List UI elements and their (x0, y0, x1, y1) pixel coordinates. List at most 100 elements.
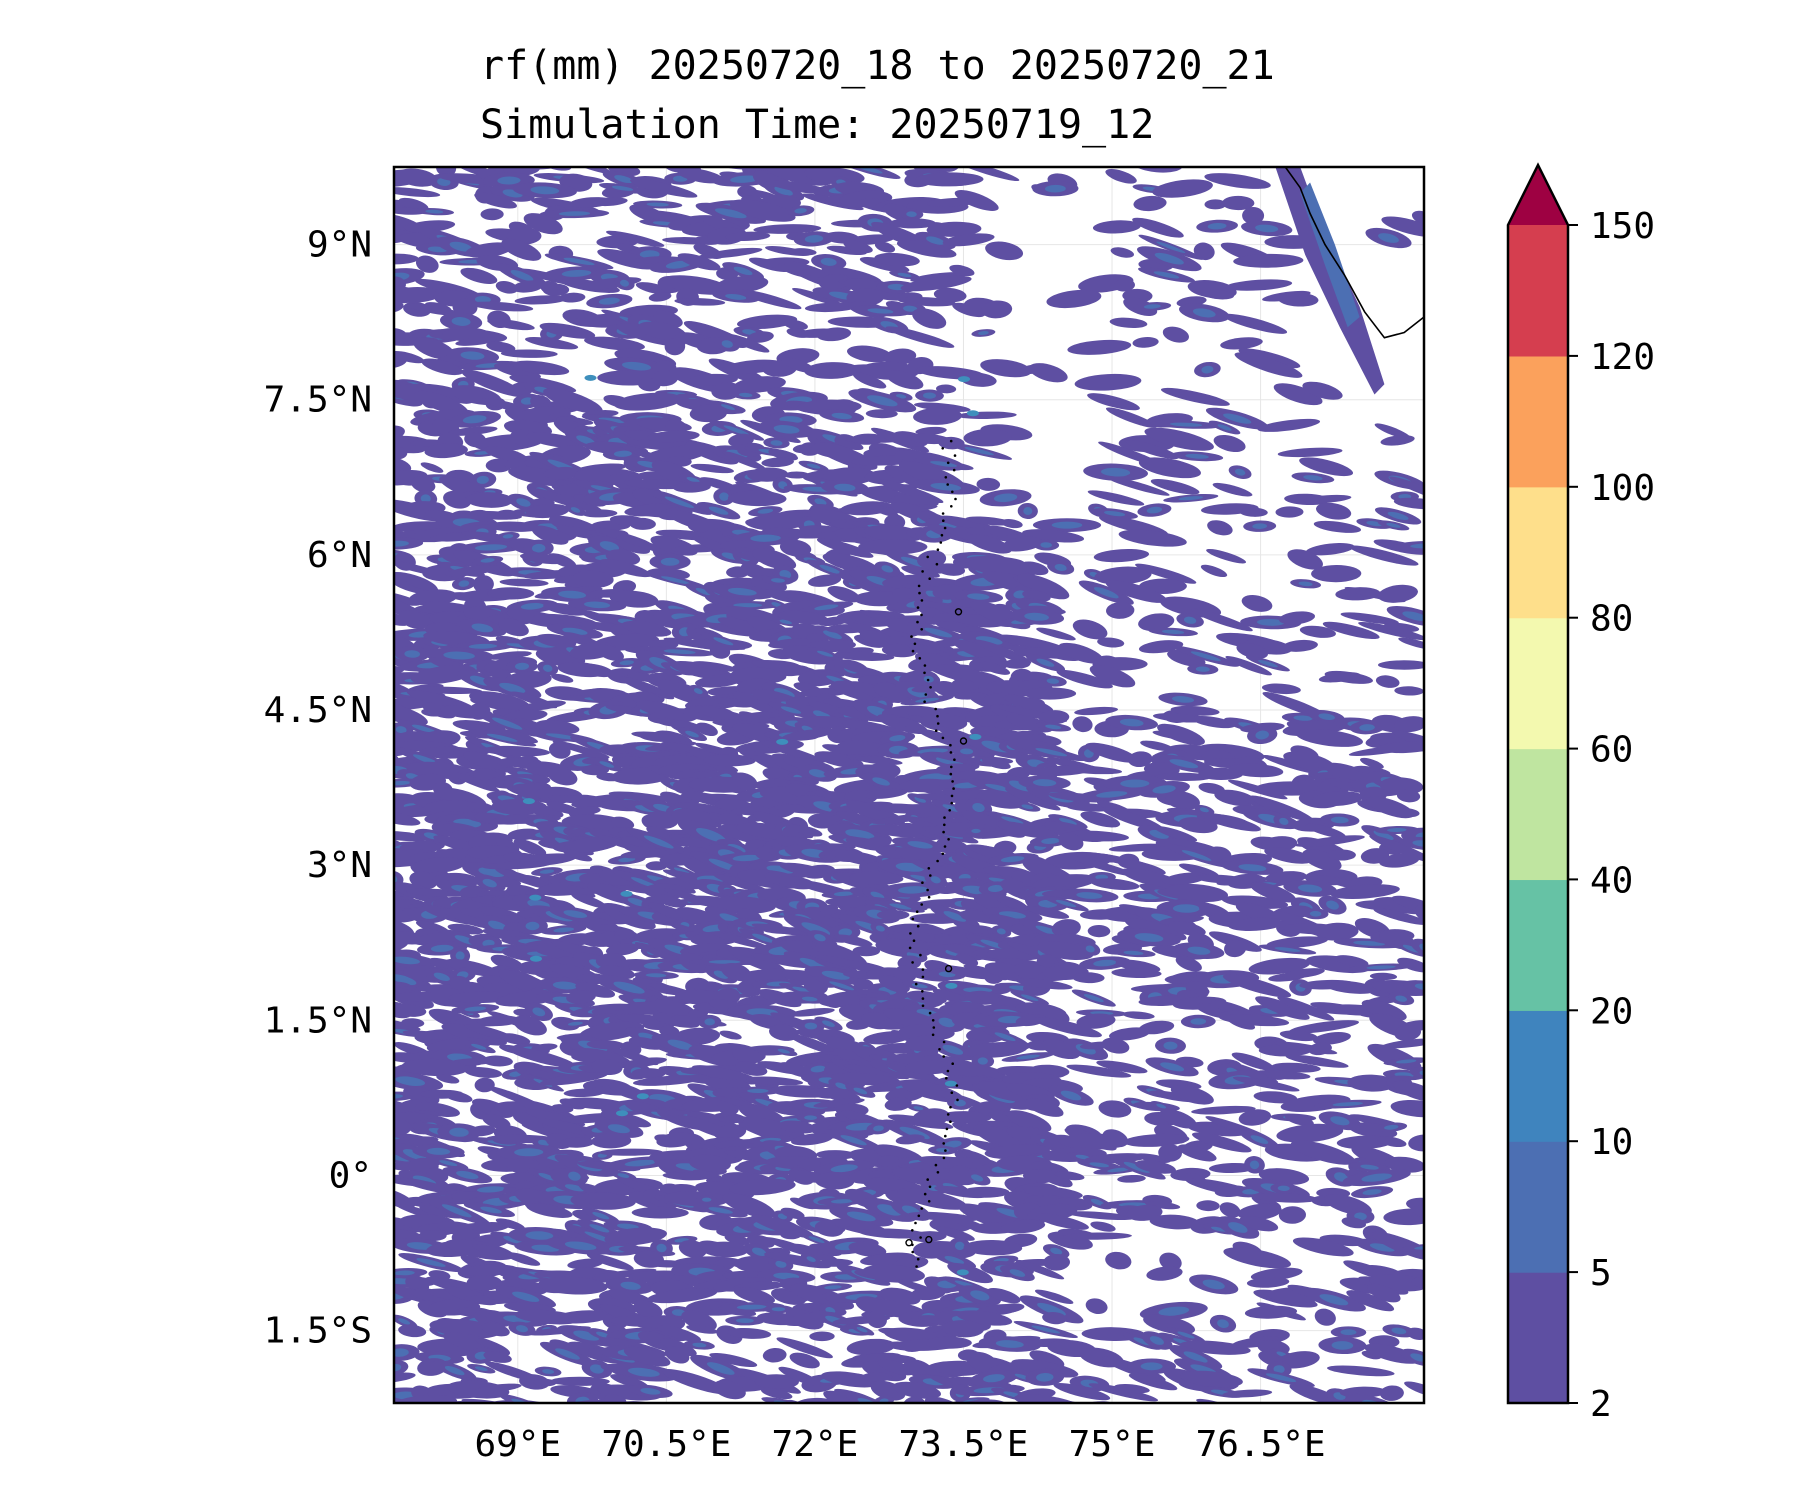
rain-core-465 (474, 451, 490, 455)
rain-cell-245 (471, 301, 534, 312)
rain-cell-3176 (1180, 1370, 1243, 1388)
rain-cell-2349 (691, 1065, 760, 1085)
rain-cell-2500 (938, 1111, 992, 1124)
rain-core-176 (1154, 252, 1184, 265)
rain-core-618 (1387, 511, 1409, 520)
rain-core-1138 (780, 706, 802, 714)
rain-cell-53 (630, 178, 698, 198)
rain-cell-2896 (1105, 1251, 1132, 1270)
rain-cell-1309 (1262, 755, 1321, 775)
atoll-dot (924, 693, 928, 696)
rain-core-1514 (1058, 818, 1077, 825)
rain-core-2626 (624, 1159, 656, 1167)
colorbar-label-3: 20 (1590, 991, 1633, 1032)
atoll-dot (949, 751, 953, 754)
rain-cell-2282 (788, 1033, 843, 1057)
rain-cell-1090 (1261, 683, 1301, 695)
rain-cell-195 (495, 280, 518, 294)
rain-cell-172 (859, 257, 910, 273)
rain-cell-3197 (1088, 1383, 1159, 1402)
rain-core-2858 (751, 1247, 767, 1257)
rain-cell-3051 (657, 1325, 702, 1342)
rain-cell-173 (874, 252, 920, 267)
rain-core-3127 (394, 1363, 402, 1372)
atoll-dot (926, 1178, 929, 1181)
rain-core-158 (1156, 241, 1186, 253)
rain-highlight-5 (636, 1093, 649, 1100)
rain-cell-2629 (688, 1154, 731, 1172)
rain-cell-3052 (686, 1325, 718, 1334)
rain-cell-1197 (1393, 716, 1424, 733)
rain-core-1763 (870, 891, 885, 900)
atoll-dot (950, 794, 954, 798)
rain-cell-2838 (935, 1226, 975, 1241)
rain-core-2663 (568, 1171, 581, 1181)
rain-cell-1905 (1228, 917, 1284, 932)
rain-cell-3005 (995, 1303, 1025, 1313)
atoll-dot (950, 505, 953, 508)
rain-cell-1059 (1375, 675, 1400, 688)
rain-cell-347 (852, 372, 887, 389)
rain-core-365 (923, 392, 936, 399)
rain-core-2580 (402, 1149, 427, 1161)
rain-cell-1858 (1026, 906, 1070, 919)
rain-core-2226 (938, 1017, 955, 1028)
atoll-dot (911, 649, 915, 653)
rain-cell-1155 (1170, 705, 1220, 716)
rain-cell-3010 (1256, 1302, 1306, 1321)
rain-cell-460 (1213, 434, 1246, 453)
rain-core-2329 (1016, 1054, 1041, 1060)
rain-cell-2714 (961, 1186, 1010, 1198)
rain-highlight-11 (944, 1080, 957, 1087)
rain-cell-205 (715, 275, 769, 294)
rain-cell-990 (1058, 642, 1104, 664)
rain-cell-1310 (1283, 751, 1335, 772)
rain-core-1430 (1096, 791, 1128, 798)
rain-cell-929 (1383, 622, 1420, 633)
rain-core-1163 (492, 717, 523, 730)
rain-cell-1320 (547, 767, 578, 786)
rain-cell-2297 (1101, 1037, 1130, 1054)
rain-cell-3137 (877, 1359, 915, 1376)
rain-cell-2377 (436, 1074, 460, 1084)
rain-core-1892 (875, 925, 885, 932)
rain-cell-2264 (1394, 1024, 1422, 1041)
rain-cell-739 (1349, 545, 1419, 566)
rain-core-1774 (1076, 892, 1103, 899)
rain-core-2746 (831, 1199, 853, 1204)
atoll-dot (918, 657, 922, 660)
atoll-dot (934, 1163, 938, 1167)
rain-core-1065 (499, 682, 526, 694)
rain-cell-143 (501, 238, 542, 261)
atoll-dot (915, 910, 919, 913)
rain-core-967 (443, 651, 475, 660)
rain-core-1565 (1373, 830, 1394, 841)
lat-tick-label-4: 3°N (307, 845, 372, 886)
rain-cell-316 (1238, 348, 1301, 369)
rain-cell-2126 (566, 990, 596, 1004)
rain-cell-1023 (1003, 659, 1031, 669)
rain-cell-148 (697, 247, 763, 259)
rain-core-2725 (1362, 1189, 1382, 1196)
rain-cell-2505 (1159, 1109, 1197, 1129)
rain-cell-2359 (886, 1063, 941, 1082)
atoll-dot (908, 946, 912, 950)
rain-cell-1014 (776, 665, 810, 677)
rain-cell-2786 (1219, 1202, 1241, 1218)
rain-cell-2968 (733, 1287, 775, 1305)
rain-cell-111 (889, 218, 937, 229)
rain-core-685 (394, 540, 409, 547)
rain-highlight-13 (522, 798, 535, 805)
atoll-dot (923, 664, 927, 667)
atoll-dot (943, 845, 947, 848)
rain-cell-2783 (1066, 1211, 1135, 1221)
rain-cell-764 (1094, 566, 1152, 585)
rain-core-1950 (1134, 933, 1164, 942)
rain-core-3098 (1331, 1341, 1354, 1350)
rain-core-1875 (488, 920, 508, 931)
rain-core-2901 (394, 1270, 415, 1276)
rain-cell-3173 (1128, 1373, 1178, 1391)
rain-core-1933 (752, 933, 774, 943)
rain-core-2299 (1163, 1041, 1178, 1050)
rain-cell-196 (512, 280, 544, 293)
